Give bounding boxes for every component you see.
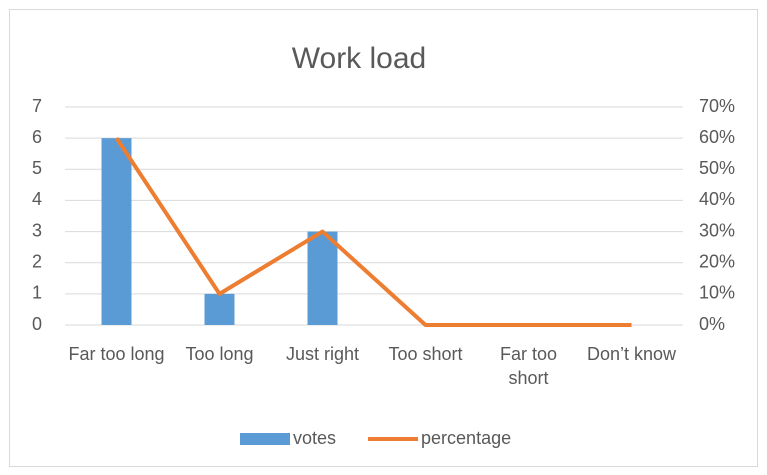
y-tick-label: 3 — [32, 220, 42, 240]
bar — [101, 138, 132, 325]
line — [114, 137, 632, 327]
y-tick-label: 7 — [32, 96, 42, 116]
legend-label: percentage — [421, 428, 511, 448]
y2-tick-label: 0% — [699, 314, 725, 334]
legend-swatch — [240, 433, 290, 445]
chart-title: Work load — [292, 42, 427, 75]
y-tick-label: 6 — [32, 127, 42, 147]
y-tick-label: 2 — [32, 251, 42, 271]
y2-tick-label: 60% — [699, 127, 735, 147]
chart-frame — [9, 9, 758, 467]
y2-tick-label: 20% — [699, 251, 735, 271]
bar — [307, 231, 338, 325]
y2-tick-label: 30% — [699, 220, 735, 240]
x-tick-label: Far too short — [499, 344, 558, 388]
y-tick-label: 0 — [32, 314, 42, 334]
bar — [204, 293, 235, 325]
x-tick-label: Just right — [285, 344, 360, 364]
x-tick-label: Too long — [185, 344, 254, 364]
y2-tick-label: 50% — [699, 158, 735, 178]
y-tick-label: 4 — [32, 189, 42, 209]
y2-tick-label: 70% — [699, 96, 735, 116]
y2-tick-label: 40% — [699, 189, 735, 209]
x-tick-label: Don’t know — [586, 344, 677, 364]
y-tick-label: 5 — [32, 158, 42, 178]
y-tick-label: 1 — [32, 283, 42, 303]
y2-tick-label: 10% — [699, 283, 735, 303]
legend-label: votes — [293, 428, 336, 448]
x-tick-label: Too short — [388, 344, 463, 364]
x-tick-label: Far too long — [68, 344, 165, 364]
